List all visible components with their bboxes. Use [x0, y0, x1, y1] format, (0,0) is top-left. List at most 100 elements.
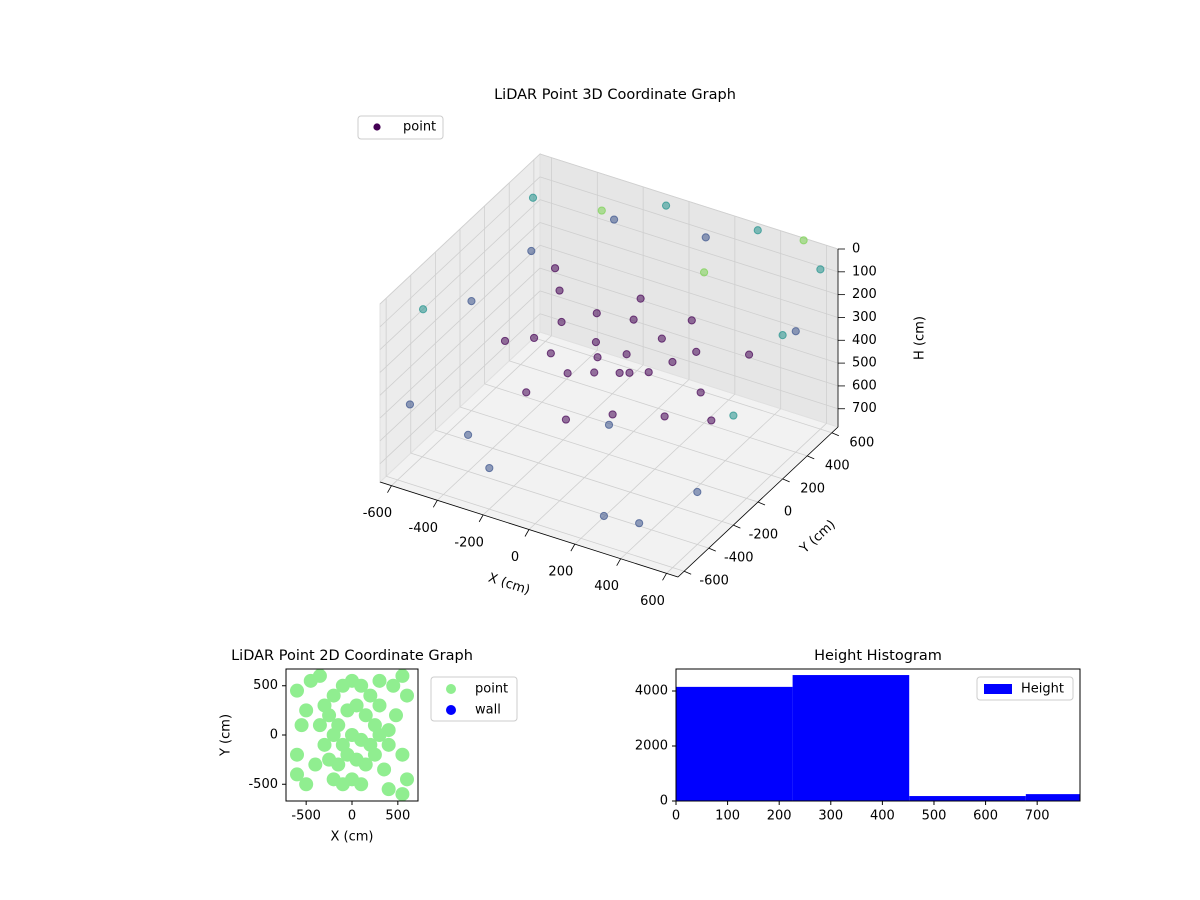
point — [299, 777, 314, 792]
tick-mark — [733, 524, 741, 529]
point — [377, 762, 392, 777]
z-tick-label: 400 — [852, 333, 877, 348]
point — [635, 519, 644, 528]
point — [322, 708, 337, 723]
tick-mark — [757, 501, 766, 506]
point — [354, 777, 369, 792]
point — [299, 703, 314, 718]
point — [363, 688, 378, 703]
point — [381, 737, 396, 752]
point — [609, 215, 619, 224]
z-tick-label: 0 — [852, 242, 860, 257]
x-tick-label: 700 — [1025, 809, 1050, 824]
grid-line — [379, 244, 541, 396]
z-tick-label: 200 — [852, 287, 877, 302]
point — [381, 723, 396, 738]
point — [326, 688, 341, 703]
point — [367, 747, 382, 762]
grid-line — [509, 360, 808, 457]
point — [528, 193, 538, 202]
grid-line — [539, 313, 839, 410]
point — [615, 368, 624, 378]
grid-line — [379, 290, 541, 442]
x-tick-label: 400 — [870, 809, 895, 824]
point — [381, 782, 396, 797]
point — [699, 268, 709, 277]
x-tick-label: 300 — [818, 809, 843, 824]
tick-mark — [708, 547, 716, 552]
legend-box — [357, 115, 444, 140]
point — [467, 297, 476, 306]
point — [590, 368, 599, 377]
point — [557, 317, 566, 327]
grid-line — [379, 199, 541, 350]
point — [550, 264, 560, 273]
z-tick-label: 100 — [852, 264, 877, 279]
legend-label: point — [475, 682, 508, 697]
grid-line — [459, 406, 759, 503]
z-axis-label: H (cm) — [913, 316, 928, 360]
point — [668, 357, 677, 367]
bar — [1025, 794, 1080, 801]
grid-line — [539, 244, 839, 341]
grid-line — [379, 222, 541, 373]
x-tick-label: -500 — [291, 809, 321, 824]
point — [386, 678, 401, 693]
x-axis — [379, 481, 679, 578]
grid-line — [379, 313, 541, 465]
grid-line — [410, 452, 709, 549]
tick-mark — [782, 478, 790, 483]
legend-marker — [373, 123, 381, 131]
y-tick-label: 0 — [784, 505, 792, 520]
y-tick-label: 400 — [825, 458, 850, 473]
z-tick-label: 300 — [852, 310, 877, 325]
z-tick-label: 600 — [852, 378, 877, 393]
point — [418, 305, 428, 314]
legend-marker — [446, 705, 456, 715]
point — [372, 698, 387, 713]
point — [546, 349, 555, 358]
z-tick-label: 700 — [852, 401, 877, 416]
point — [312, 718, 327, 733]
point — [693, 487, 702, 497]
grid-line — [539, 153, 839, 250]
x-axis-label: X (cm) — [486, 571, 532, 599]
x-tick-label: 200 — [767, 809, 792, 824]
x-tick-label: -600 — [363, 506, 393, 521]
point — [753, 226, 762, 235]
x-tick-label: 500 — [385, 809, 410, 824]
point — [644, 368, 653, 377]
point — [660, 412, 669, 421]
axes-frame — [675, 668, 1081, 802]
y-tick-label: -500 — [248, 777, 278, 792]
tick-mark — [662, 573, 667, 581]
x-tick-label: 200 — [548, 565, 573, 580]
point — [622, 350, 631, 359]
point — [729, 411, 738, 420]
grid-line — [435, 429, 734, 526]
y-axis — [677, 426, 839, 578]
point — [799, 236, 808, 245]
point — [349, 698, 364, 713]
x-tick-label: 500 — [922, 809, 947, 824]
bar — [909, 796, 1026, 801]
y-tick-label: 0 — [270, 728, 278, 743]
x-tick-label: 600 — [640, 594, 665, 609]
grid-line — [484, 383, 783, 480]
y-tick-label: 2000 — [635, 739, 668, 754]
grid-line — [539, 267, 839, 364]
tick-mark — [524, 529, 530, 537]
tick-mark — [831, 432, 840, 437]
legend-patch — [984, 684, 1012, 694]
point — [592, 309, 601, 318]
y-tick-label: 200 — [800, 481, 825, 496]
plot-area — [290, 669, 414, 801]
point — [696, 388, 705, 397]
tick-mark — [432, 500, 438, 508]
legend-box — [976, 676, 1074, 701]
grid-line — [539, 290, 839, 387]
x-tick-label: 0 — [672, 809, 680, 824]
x-tick-label: 0 — [511, 550, 519, 565]
point — [500, 336, 510, 346]
